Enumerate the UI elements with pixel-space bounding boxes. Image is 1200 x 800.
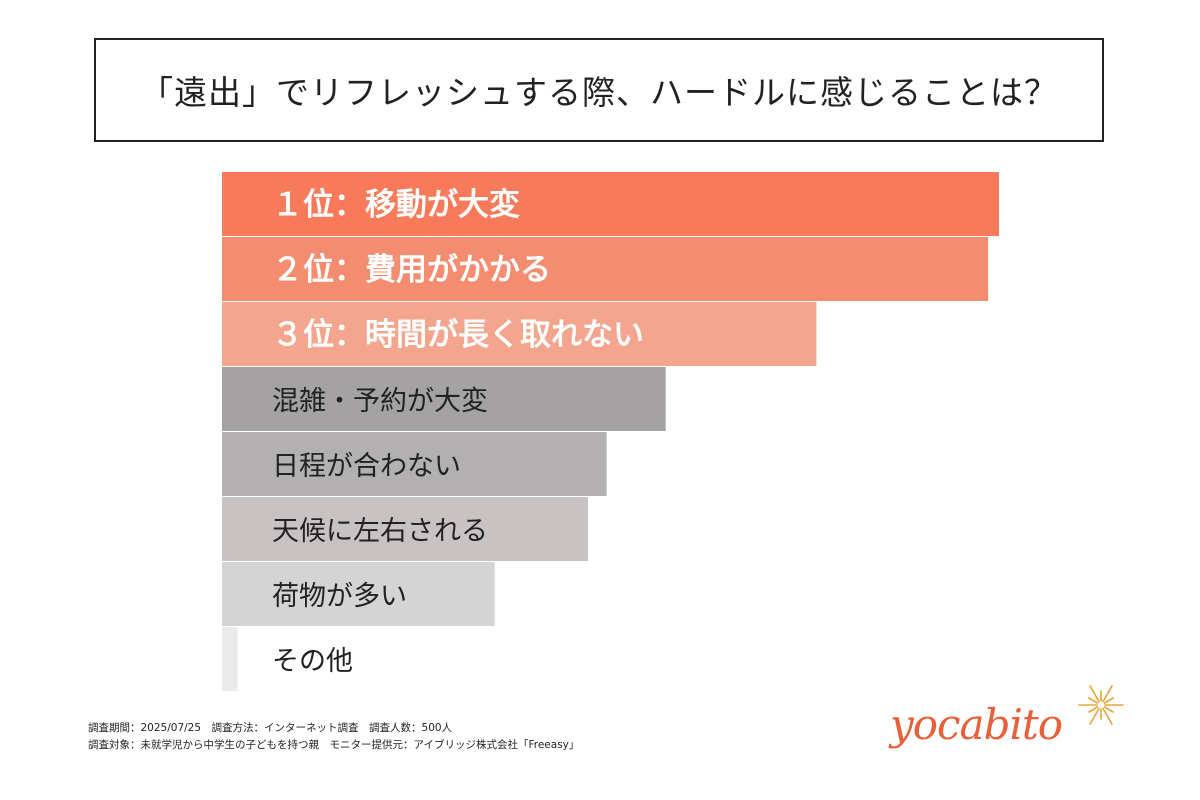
sparkle-ray	[1089, 685, 1100, 703]
bar-6	[222, 497, 588, 561]
sparkle-icon	[1078, 685, 1124, 725]
sparkle-ray	[1102, 685, 1113, 703]
bar-2	[222, 237, 989, 301]
bar-label-7: 荷物が多い	[272, 581, 407, 612]
chart-title-box: 「遠出」でリフレッシュする際、ハードルに感じることは？	[94, 38, 1104, 142]
bar-label-6: 天候に左右される	[272, 516, 488, 547]
bar-label-2: ２位：費用がかかる	[272, 252, 551, 288]
sparkle-ray	[1102, 707, 1113, 725]
bar-label-3: ３位：時間が長く取れない	[272, 317, 644, 353]
chart-title: 「遠出」でリフレッシュする際、ハードルに感じることは？	[140, 73, 1058, 112]
bar-7	[222, 562, 495, 626]
bar-5	[222, 432, 607, 496]
bar-label-1: １位：移動が大変	[272, 187, 520, 223]
bar-4	[222, 367, 666, 431]
bar-label-5: 日程が合わない	[272, 451, 461, 482]
bar-label-4: 混雑・予約が大変	[272, 386, 488, 417]
sparkle-ray	[1088, 697, 1099, 704]
sparkle-ray	[1103, 706, 1114, 713]
sparkle-ray	[1089, 707, 1100, 725]
sparkle-ray	[1088, 706, 1099, 713]
brand-logo: yocabito	[890, 700, 1063, 749]
survey-info-line-1: 調査期間：2025/07/25 調査方法：インターネット調査 調査人数：500人	[88, 722, 453, 734]
bar-1	[222, 172, 999, 236]
sparkle-ray	[1103, 697, 1114, 704]
bar-8	[222, 627, 238, 691]
survey-info-line-2: 調査対象：未就学児から中学生の子どもを持つ親 モニター提供元：アイブリッジ株式会…	[88, 739, 580, 751]
bar-label-8: その他	[272, 646, 353, 677]
bar-3	[222, 302, 817, 366]
